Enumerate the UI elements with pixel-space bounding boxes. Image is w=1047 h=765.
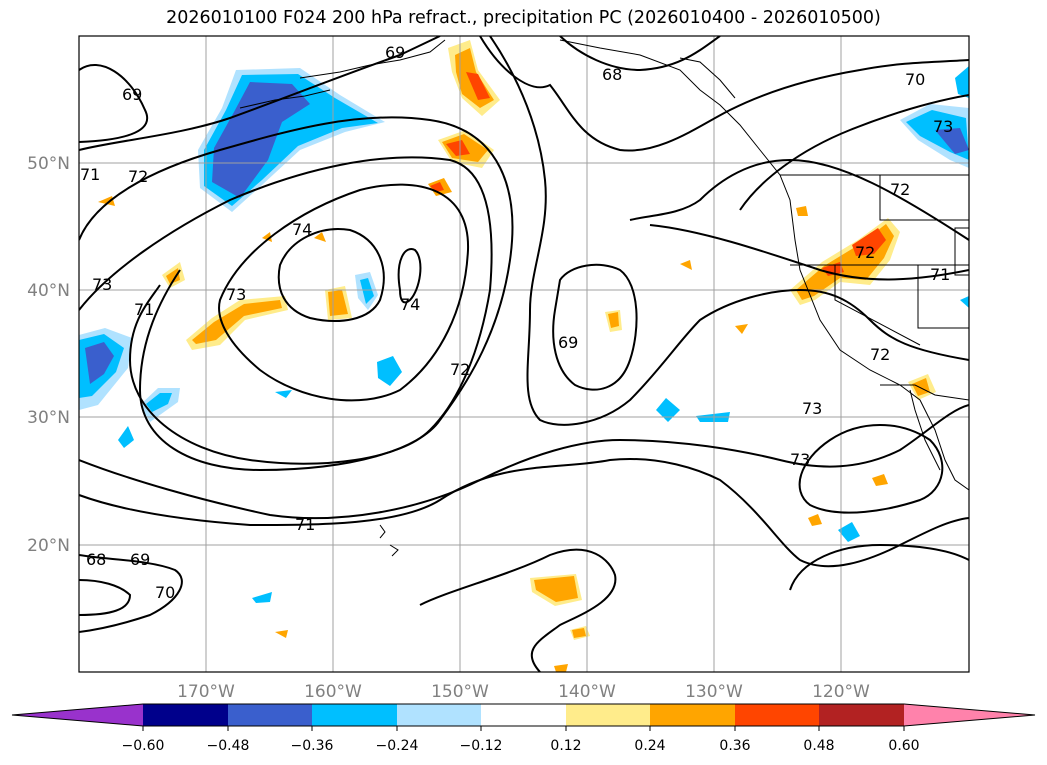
lon-label: 170°W bbox=[177, 682, 235, 702]
lat-label: 20°N bbox=[27, 536, 70, 556]
contour-label: 73 bbox=[802, 399, 822, 418]
colorbar-tick: −0.60 bbox=[122, 738, 165, 754]
lon-axis-labels: 170°W 160°W 150°W 140°W 130°W 120°W bbox=[177, 682, 870, 702]
colorbar-extend-high bbox=[904, 704, 1035, 726]
lon-label: 150°W bbox=[431, 682, 489, 702]
colorbar-tick: 0.60 bbox=[888, 738, 919, 754]
contour-label: 73 bbox=[790, 450, 810, 469]
colorbar-segment bbox=[819, 704, 904, 726]
colorbar-segment bbox=[735, 704, 819, 726]
colorbar-tick: 0.24 bbox=[634, 738, 665, 754]
contour-label: 72 bbox=[128, 167, 148, 186]
colorbar-tick: 0.48 bbox=[803, 738, 834, 754]
lat-label: 30°N bbox=[27, 408, 70, 428]
colorbar-segment bbox=[566, 704, 650, 726]
lon-label: 160°W bbox=[304, 682, 362, 702]
contour-label: 73 bbox=[226, 285, 246, 304]
contour-label: 68 bbox=[602, 65, 622, 84]
colorbar-tick: −0.48 bbox=[207, 738, 250, 754]
lon-label: 120°W bbox=[812, 682, 870, 702]
precip-shading bbox=[79, 40, 969, 672]
colorbar-segment bbox=[481, 704, 566, 726]
contour-label: 74 bbox=[292, 220, 312, 239]
colorbar-segment bbox=[397, 704, 481, 726]
lat-label: 40°N bbox=[27, 281, 70, 301]
contour-label: 70 bbox=[155, 583, 175, 602]
colorbar-tick: −0.12 bbox=[460, 738, 503, 754]
plot-border bbox=[78, 35, 970, 673]
contour-label: 70 bbox=[905, 70, 925, 89]
map-title: 2026010100 F024 200 hPa refract., precip… bbox=[166, 8, 881, 28]
contour-label: 71 bbox=[134, 300, 154, 319]
contour-label: 71 bbox=[80, 165, 100, 184]
contour-label: 69 bbox=[130, 550, 150, 569]
contour-label: 72 bbox=[870, 345, 890, 364]
lon-label: 130°W bbox=[685, 682, 743, 702]
contour-label: 69 bbox=[385, 43, 405, 62]
lat-label: 50°N bbox=[27, 154, 70, 174]
contour-label: 73 bbox=[933, 117, 953, 136]
contour-label: 69 bbox=[558, 333, 578, 352]
contour-label: 71 bbox=[295, 515, 315, 534]
graticule bbox=[79, 36, 969, 672]
contour-label: 72 bbox=[890, 180, 910, 199]
refractivity-contours bbox=[79, 36, 969, 672]
colorbar-tick: 0.12 bbox=[550, 738, 581, 754]
contour-label: 68 bbox=[86, 550, 106, 569]
colorbar-segment bbox=[143, 704, 228, 726]
colorbar-segment bbox=[228, 704, 312, 726]
colorbar-segment bbox=[312, 704, 397, 726]
colorbar-tick: −0.36 bbox=[291, 738, 334, 754]
lon-label: 140°W bbox=[558, 682, 616, 702]
contour-label: 74 bbox=[400, 295, 420, 314]
coastlines bbox=[239, 39, 969, 557]
colorbar-tick: −0.24 bbox=[376, 738, 419, 754]
colorbar-extend-low bbox=[12, 704, 143, 726]
contour-label: 69 bbox=[122, 85, 142, 104]
lat-axis-labels: 50°N 40°N 30°N 20°N bbox=[27, 154, 70, 556]
colorbar: −0.60 −0.48 −0.36 −0.24 −0.12 0.12 0.24 … bbox=[11, 703, 1036, 754]
contour-label: 72 bbox=[855, 243, 875, 262]
contour-label: 72 bbox=[450, 360, 470, 379]
colorbar-segment bbox=[650, 704, 735, 726]
contour-label: 73 bbox=[92, 275, 112, 294]
contour-label: 71 bbox=[930, 265, 950, 284]
contour-labels: 69 69 68 70 73 71 72 73 71 74 73 74 72 6… bbox=[80, 43, 953, 602]
colorbar-tick: 0.36 bbox=[719, 738, 750, 754]
